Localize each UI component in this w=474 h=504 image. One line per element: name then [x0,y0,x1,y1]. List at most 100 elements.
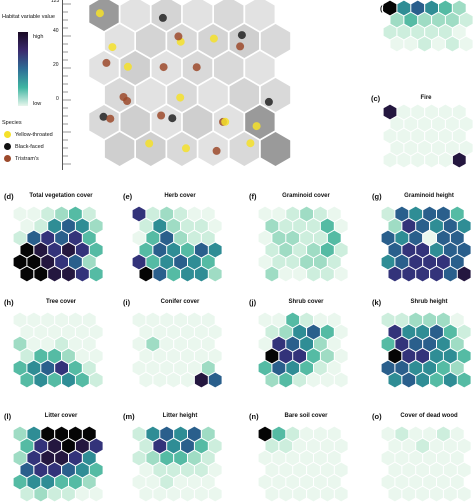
som-hex-cell [260,78,291,112]
hex-cell [334,372,348,388]
hex-cell [443,438,457,454]
hex-cell [381,450,395,466]
som-hex-cell [245,51,275,85]
hex-cell [279,438,293,454]
panel-letter: (o) [372,412,382,421]
hex-cell [75,438,89,454]
hex-cell [457,438,471,454]
hex-cell [395,336,409,352]
hex-cell [48,266,61,282]
hex-cell [208,486,222,502]
hex-cell [188,230,201,246]
hex-cell [402,438,416,454]
hex-cell [450,474,464,490]
hex-cell [194,242,208,258]
hex-cell [13,474,27,490]
hex-cell [258,230,272,246]
hex-cell [279,462,293,478]
hex-cell [430,438,443,454]
heatmap-panel-m [132,426,222,502]
ruler-label: 20 [53,62,59,68]
hex-cell [423,474,436,490]
yellow-throated-dot [95,9,104,18]
hex-cell [258,206,272,222]
hex-cell [443,266,457,282]
hex-cell [320,242,334,258]
hex-cell [381,206,395,222]
hex-cell [265,462,279,478]
hex-cell [82,360,96,376]
hex-cell [75,372,89,388]
hex-cell [423,230,436,246]
hex-cell [89,266,103,282]
hex-cell [181,324,194,340]
hex-cell [314,450,327,466]
hex-cell [181,486,194,502]
hex-cell [300,254,313,270]
hex-cell [258,474,272,490]
hex-cell [402,324,416,340]
hex-cell [404,116,418,132]
hex-cell [327,450,341,466]
yellow-throated-dot [252,122,261,131]
hex-cell [167,372,180,388]
hex-cell [388,324,402,340]
hex-cell [445,116,459,132]
hex-cell [409,312,423,328]
hex-cell [55,426,68,442]
hex-cell [41,474,55,490]
hex-cell [418,140,431,156]
hex-cell [34,486,48,502]
panel-title: Conifer cover [160,299,200,305]
hex-cell [395,254,409,270]
hex-cell [300,426,313,442]
som-hex-cell [104,78,135,112]
hex-cell [423,206,436,222]
hex-cell [20,218,34,234]
hex-cell [153,372,167,388]
hex-cell [334,486,348,502]
hex-cell [132,360,146,376]
hex-cell [450,336,464,352]
hex-cell [437,336,450,352]
hex-cell [388,266,402,282]
hex-cell [167,266,180,282]
hex-cell [34,218,48,234]
tristrams-dot [119,93,128,101]
hex-cell [307,348,320,364]
heatmap-panel-f [258,206,348,282]
hex-cell [279,218,293,234]
hex-cell [432,116,445,132]
som-hex-cell [151,0,182,31]
hex-cell [82,230,96,246]
hex-cell [279,266,293,282]
hex-cell [139,266,153,282]
hex-cell [201,474,215,490]
hex-cell [450,254,464,270]
hex-cell [293,348,306,364]
hex-cell [89,324,103,340]
hex-cell [167,486,180,502]
hex-cell [55,360,68,376]
hex-cell [286,312,300,328]
panel-title: Tree cover [45,299,77,305]
hex-cell [307,372,320,388]
som-hex-cell [104,132,135,166]
hex-cell [34,324,48,340]
hex-cell [411,104,425,120]
som-hex-cell [120,51,150,85]
hex-cell [334,348,348,364]
hex-cell [423,254,436,270]
hex-cell [41,230,55,246]
hex-cell [69,474,82,490]
panel-letter: (e) [123,192,133,201]
hex-cell [139,348,153,364]
heatmap-panel-l [13,426,103,502]
hex-cell [139,324,153,340]
hex-cell [27,360,41,376]
hex-cell [160,474,174,490]
hex-cell [258,426,272,442]
hex-cell [320,324,334,340]
hex-cell [188,206,201,222]
hex-cell [416,266,429,282]
